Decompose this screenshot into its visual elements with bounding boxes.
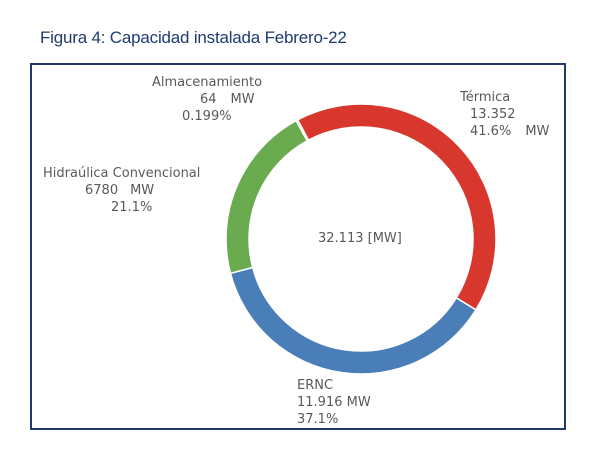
label-termica-percent: 41.6% (470, 124, 512, 139)
label-almacenamiento-value: 64 (200, 92, 217, 107)
label-termica-unit: MW (525, 124, 550, 139)
label-termica: Térmica 13.352 41.6% MW (460, 89, 549, 140)
label-ernc: ERNC 11.916 MW 37.1% (297, 377, 371, 428)
label-hidraulica-percent: 21.1% (111, 200, 153, 215)
label-hidraulica-unit: MW (130, 183, 155, 198)
label-ernc-percent: 37.1% (297, 412, 339, 427)
label-hidraulica-value: 6780 (85, 183, 119, 198)
label-ernc-value: 11.916 (297, 395, 343, 410)
slice-ernc (229, 266, 477, 375)
label-termica-name: Térmica (460, 90, 511, 105)
label-ernc-unit: MW (346, 395, 371, 410)
label-almacenamiento: Almacenamiento 64 MW 0.199% (152, 74, 262, 125)
figure-caption: Figura 4: Capacidad instalada Febrero-22 (40, 28, 347, 47)
chart-frame (30, 63, 566, 430)
label-hidraulica: Hidraúlica Convencional 6780 MW 21.1% (43, 165, 200, 216)
label-almacenamiento-percent: 0.199% (182, 109, 232, 124)
slice-hidra-lica-convencional (225, 119, 309, 275)
slice-almacenamiento (295, 118, 310, 142)
label-almacenamiento-name: Almacenamiento (152, 75, 263, 90)
label-ernc-name: ERNC (297, 378, 334, 393)
label-termica-value: 13.352 (470, 107, 516, 122)
label-hidraulica-name: Hidraúlica Convencional (43, 166, 201, 181)
center-total-label: 32.113 [MW] (318, 231, 402, 246)
label-almacenamiento-unit: MW (230, 92, 255, 107)
